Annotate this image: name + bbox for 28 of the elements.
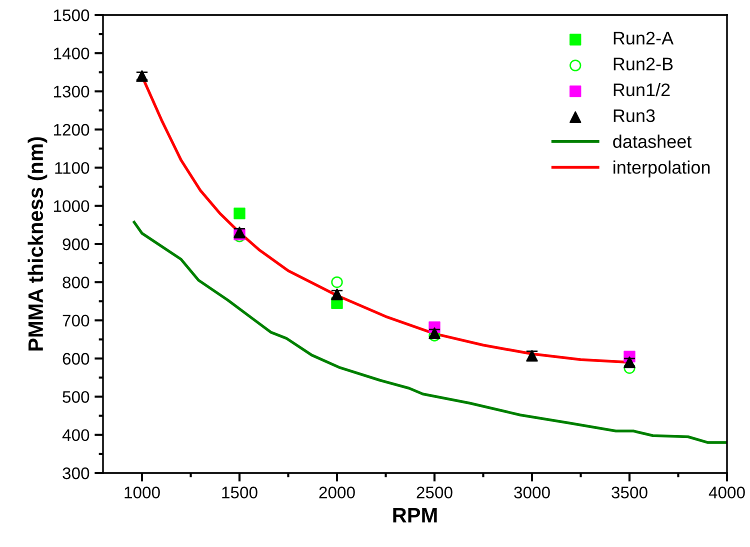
legend-label: Run2-A [614,32,674,45]
y-tick-label: 1100 [55,162,90,174]
y-tick-label: 700 [62,314,90,327]
y-tick-label: 1200 [54,124,90,136]
y-tick-label: 600 [62,352,90,365]
x-axis-title: RPM [393,508,437,522]
x-tick-label: 3000 [514,486,550,498]
y-tick-label: 500 [62,391,90,403]
x-tick-label: 3500 [612,486,648,498]
x-tick-label: 4000 [708,486,745,498]
x-tick-label: 1500 [222,486,258,498]
y-tick-label: 300 [62,467,90,480]
y-tick-label: 400 [62,429,90,442]
legend-label: Run1/2 [614,82,670,96]
legend-label: Run3 [614,109,655,122]
y-tick-label: 1500 [54,9,90,22]
x-tick-label: 1000 [124,486,160,498]
y-tick-label: 1400 [54,48,90,60]
y-tick-label: 1300 [54,86,90,98]
y-tick-label: 800 [62,276,90,288]
y-axis-title: PMMA thickness (nm) [28,137,48,350]
y-tick-label: 900 [62,238,90,250]
y-tick-label: 1000 [54,200,90,212]
legend-label: datasheet [613,134,692,148]
x-tick-label: 2500 [416,486,452,498]
x-tick-label: 2000 [319,486,355,498]
legend-label: interpolation [614,160,710,178]
legend-label: Run2-B [614,58,673,70]
